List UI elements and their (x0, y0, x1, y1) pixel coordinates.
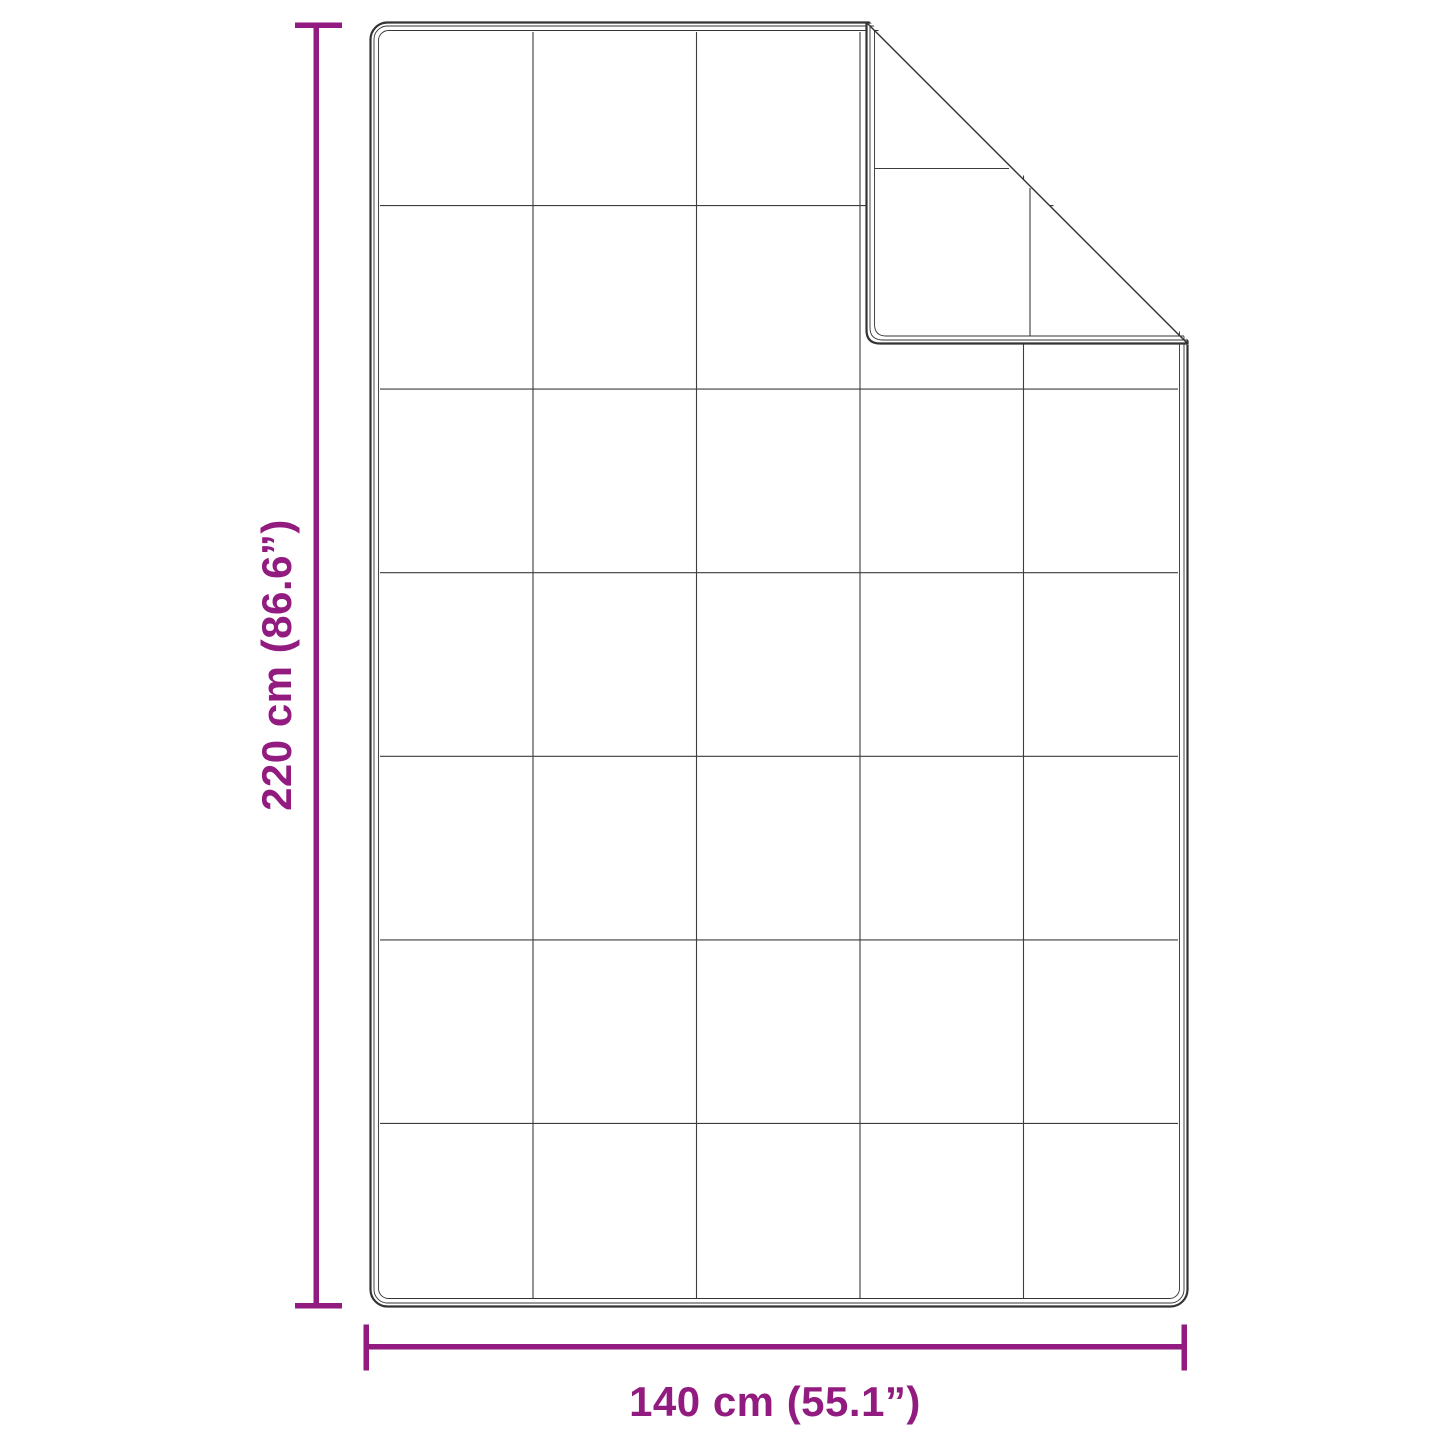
blanket-outline (369, 21, 1189, 1308)
height-dimension-top-cap (295, 22, 342, 28)
fold-flap-edge-middle (869, 26, 1186, 341)
fold-flap-edge-outer (865, 23, 1187, 345)
blanket-edge-middle (373, 25, 1185, 1304)
quilt-grid (380, 32, 1178, 1298)
height-dimension-line: 220 cm (86.6”) (253, 22, 342, 1309)
blanket-edge-outer (369, 21, 1189, 1308)
quilt-grid-lines (380, 32, 1178, 1298)
fold-flap-edge-inner (874, 30, 1184, 337)
width-dimension-right-cap (1181, 1324, 1187, 1371)
width-dimension-line: 140 cm (55.1”) (363, 1324, 1187, 1425)
folded-corner (865, 22, 1189, 345)
height-dimension-bottom-cap (295, 1303, 342, 1309)
width-dimension-shaft (366, 1344, 1185, 1350)
height-dimension-shaft (313, 22, 319, 1309)
height-dimension-label: 220 cm (86.6”) (253, 519, 300, 811)
fold-flap-grid-lines (874, 167, 1031, 336)
width-dimension-label: 140 cm (55.1”) (629, 1378, 921, 1425)
fold-crease-line (866, 22, 1189, 345)
fold-cutaway-mask (867, 5, 1198, 341)
blanket-edge-inner (378, 30, 1180, 1299)
width-dimension-left-cap (363, 1324, 369, 1371)
